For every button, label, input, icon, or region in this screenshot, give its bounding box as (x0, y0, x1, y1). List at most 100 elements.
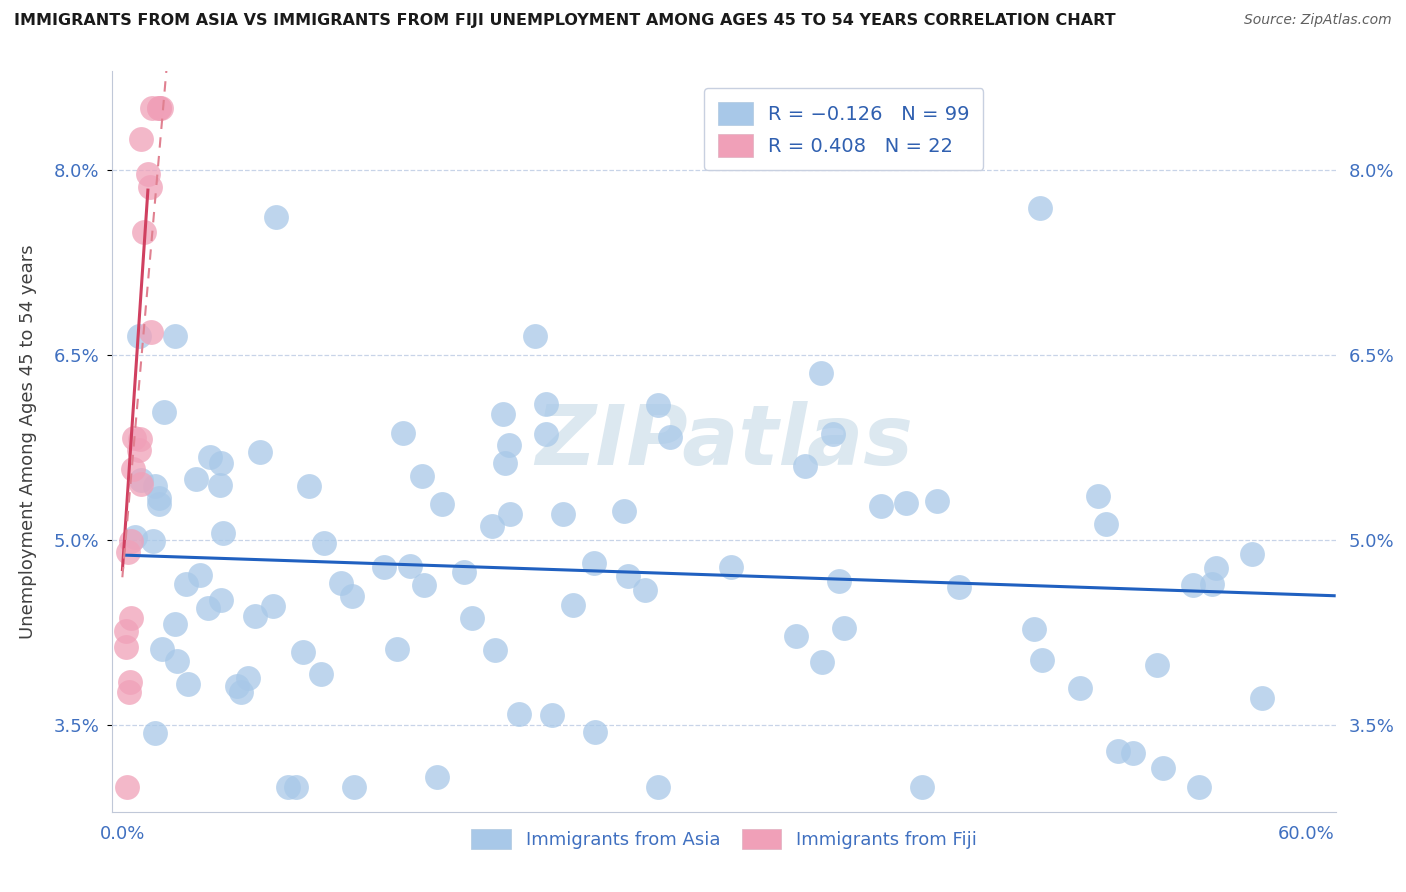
Point (948, 580, 970, 594)
Point (166, 655, 188, 669)
Point (484, 643, 506, 657)
Point (198, 450, 221, 465)
Point (184, 472, 207, 486)
Point (561, 599, 583, 613)
Point (785, 629, 807, 643)
Point (720, 560, 742, 574)
Point (1201, 577, 1223, 591)
Point (129, 432, 152, 446)
Point (647, 398, 669, 412)
Point (1181, 578, 1204, 592)
Point (165, 616, 187, 631)
Point (392, 425, 415, 440)
Point (1069, 681, 1091, 695)
Point (1122, 746, 1144, 760)
Point (1024, 622, 1046, 636)
Point (343, 780, 366, 794)
Point (115, 640, 138, 655)
Point (1250, 690, 1272, 705)
Y-axis label: Unemployment Among Ages 45 to 54 years: Unemployment Among Ages 45 to 54 years (18, 244, 37, 639)
Point (832, 621, 855, 635)
Point (498, 437, 520, 451)
Point (129, 131, 152, 145)
Point (128, 442, 150, 457)
Point (1152, 761, 1174, 775)
Point (139, 325, 162, 339)
Point (1029, 201, 1052, 215)
Point (197, 601, 219, 615)
Point (148, 101, 170, 115)
Point (499, 507, 522, 521)
Point (460, 611, 482, 625)
Point (1205, 561, 1227, 575)
Point (128, 329, 150, 343)
Point (398, 559, 420, 574)
Point (148, 497, 170, 511)
Point (896, 496, 918, 510)
Point (494, 456, 516, 470)
Point (176, 677, 198, 691)
Point (148, 101, 170, 115)
Point (342, 589, 364, 603)
Point (536, 427, 558, 442)
Point (142, 534, 165, 549)
Point (143, 726, 166, 740)
Point (176, 577, 198, 591)
Point (551, 508, 574, 522)
Point (1146, 658, 1168, 673)
Point (284, 780, 307, 794)
Point (143, 479, 166, 493)
Point (264, 210, 287, 224)
Point (115, 624, 138, 639)
Point (810, 366, 832, 380)
Point (617, 569, 640, 583)
Point (148, 491, 170, 505)
Point (647, 780, 669, 794)
Point (481, 519, 503, 533)
Point (1188, 780, 1211, 794)
Point (124, 530, 146, 544)
Point (925, 494, 948, 508)
Point (309, 667, 332, 681)
Point (540, 708, 562, 723)
Text: ZIPatlas: ZIPatlas (536, 401, 912, 482)
Point (120, 611, 142, 625)
Point (209, 456, 232, 470)
Point (129, 473, 152, 487)
Point (910, 780, 932, 794)
Point (659, 430, 682, 444)
Point (869, 499, 891, 513)
Point (1031, 653, 1053, 667)
Point (118, 685, 141, 699)
Point (245, 608, 267, 623)
Point (583, 725, 606, 739)
Point (209, 592, 232, 607)
Point (523, 328, 546, 343)
Point (330, 575, 353, 590)
Point (149, 101, 172, 115)
Point (387, 642, 409, 657)
Point (1087, 489, 1109, 503)
Point (793, 458, 815, 473)
Point (208, 478, 231, 492)
Point (373, 560, 395, 574)
Text: IMMIGRANTS FROM ASIA VS IMMIGRANTS FROM FIJI UNEMPLOYMENT AMONG AGES 45 TO 54 YE: IMMIGRANTS FROM ASIA VS IMMIGRANTS FROM … (14, 13, 1116, 29)
Point (117, 545, 139, 559)
Point (122, 461, 145, 475)
Point (1241, 547, 1264, 561)
Point (141, 101, 163, 115)
Point (298, 479, 321, 493)
Text: Source: ZipAtlas.com: Source: ZipAtlas.com (1244, 13, 1392, 28)
Point (139, 180, 162, 194)
Point (583, 556, 606, 570)
Point (249, 445, 271, 459)
Point (120, 534, 142, 549)
Point (810, 655, 832, 669)
Point (430, 497, 453, 511)
Point (262, 599, 284, 614)
Point (122, 431, 145, 445)
Point (229, 685, 252, 699)
Point (491, 407, 513, 421)
Point (411, 469, 433, 483)
Point (226, 679, 249, 693)
